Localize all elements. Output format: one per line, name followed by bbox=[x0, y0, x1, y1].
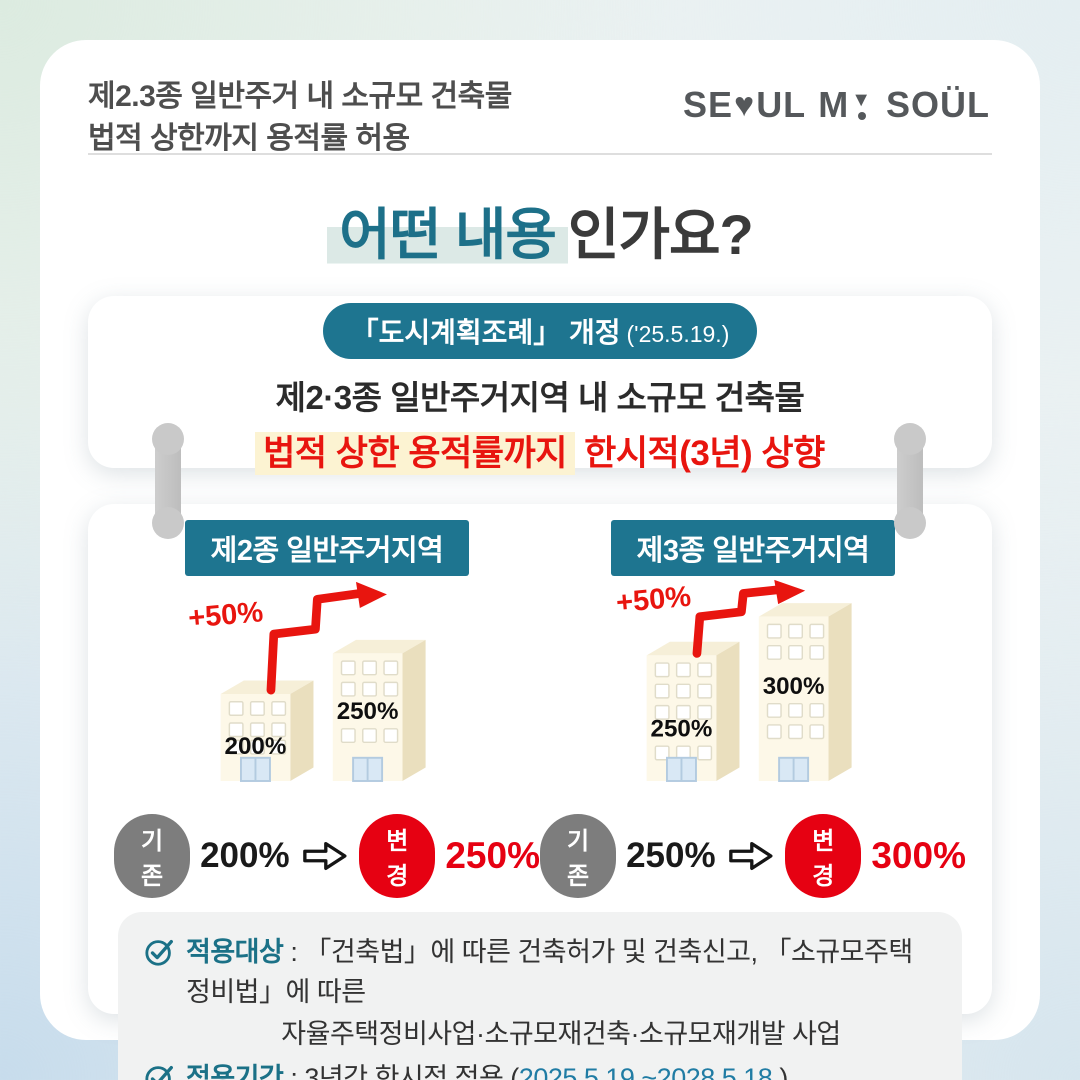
logo-text: SO bbox=[885, 84, 940, 125]
after-ratio-label: 300% bbox=[763, 673, 825, 700]
increase-arrow-icon bbox=[266, 581, 387, 695]
zone2-diagram: 200% 250% bbox=[114, 578, 540, 810]
zone3-label: 제3종 일반주거지역 bbox=[610, 520, 896, 576]
page-title: 어떤 내용 인가요? bbox=[40, 190, 1040, 271]
badge-date: ('25.5.19.) bbox=[626, 321, 730, 347]
before-ratio-label: 200% bbox=[225, 733, 287, 760]
info-title: 적용대상 bbox=[186, 937, 284, 967]
heart-icon: ♥ bbox=[734, 85, 756, 124]
badge-text: 「도시계획조례」 개정 bbox=[350, 317, 621, 348]
header-divider bbox=[88, 153, 992, 155]
summary-highlighted-phrase: 법적 상한 용적률까지 bbox=[255, 432, 575, 475]
arrow-right-icon bbox=[302, 841, 347, 871]
after-ratio-label: 250% bbox=[337, 698, 399, 725]
info-text: 「건축법」에 따른 건축허가 및 건축신고, 「소규모주택정비법」에 따른 bbox=[186, 937, 913, 1007]
before-badge: 기존 bbox=[540, 814, 617, 898]
increase-label: +50% bbox=[187, 596, 265, 634]
after-badge: 변경 bbox=[785, 814, 862, 898]
infographic-card: 제2.3종 일반주거 내 소규모 건축물 법적 상한까지 용적률 허용 SE ♥ U… bbox=[40, 40, 1040, 1080]
info-row-target: 적용대상 : 「건축법」에 따른 건축허가 및 건축신고, 「소규모주택정비법」… bbox=[144, 932, 936, 1054]
logo-text: SE bbox=[682, 84, 733, 125]
zone-panels: 제2종 일반주거지역 bbox=[88, 520, 992, 898]
summary-line-2-rest: 한시적(3년) 상향 bbox=[574, 434, 825, 473]
info-text: 3년간 한시적 적용 bbox=[304, 1063, 511, 1080]
info-row-period: 적용기간 : 3년간 한시적 적용 (2025.5.19.~2028.5.18.… bbox=[144, 1058, 936, 1080]
after-value: 300% bbox=[871, 835, 966, 876]
logo-text: L bbox=[967, 84, 990, 125]
title-highlighted-text: 어떤 내용 bbox=[327, 203, 568, 266]
before-value: 200% bbox=[200, 836, 290, 875]
period-dates: 2025.5.19.~2028.5.18 bbox=[518, 1063, 773, 1080]
header-line-1: 제2.3종 일반주거 내 소규모 건축물 bbox=[88, 80, 512, 113]
logo-text: UL bbox=[756, 84, 807, 125]
check-icon bbox=[145, 1066, 173, 1080]
logo-text: M bbox=[818, 84, 850, 125]
summary-line-2: 법적 상한 용적률까지 한시적(3년) 상향 bbox=[88, 425, 992, 476]
zone3-compare-row: 기존 250% 변경 300% bbox=[540, 814, 966, 898]
title-rest-text: 인가요? bbox=[567, 203, 754, 266]
after-value: 250% bbox=[445, 835, 540, 876]
building-after-illustration: 300% bbox=[758, 603, 852, 782]
summary-line-1: 제2·3종 일반주거지역 내 소규모 건축물 bbox=[275, 379, 805, 416]
seoul-my-soul-logo: SE ♥ UL M ▼ SO Ü L bbox=[683, 84, 990, 126]
zone2-label: 제2종 일반주거지역 bbox=[184, 520, 470, 576]
zone2-compare-row: 기존 200% 변경 250% bbox=[114, 814, 540, 898]
zone3-diagram: 250% 300% bbox=[540, 578, 966, 810]
zone3-panel: 제3종 일반주거지역 bbox=[540, 520, 966, 898]
building-before-illustration: 200% bbox=[220, 680, 314, 782]
info-text-line2: 자율주택정비사업·소규모재건축·소규모재개발 사업 bbox=[281, 1019, 841, 1049]
hinge-left bbox=[152, 423, 184, 539]
after-badge: 변경 bbox=[359, 814, 436, 898]
summary-card: 「도시계획조례」 개정 ('25.5.19.) 제2·3종 일반주거지역 내 소규… bbox=[88, 296, 992, 475]
check-icon bbox=[145, 940, 173, 966]
smile-u-glyph: Ü bbox=[940, 84, 967, 125]
zone2-buildings-illustration: 200% 250% bbox=[187, 581, 426, 782]
info-title: 적용기간 bbox=[186, 1063, 284, 1080]
zone3-buildings-illustration: 250% 300% bbox=[615, 579, 852, 782]
building-before-illustration: 250% bbox=[646, 641, 740, 782]
increase-arrow-icon bbox=[692, 579, 806, 658]
zone2-panel: 제2종 일반주거지역 bbox=[114, 520, 540, 898]
before-ratio-label: 250% bbox=[651, 716, 713, 743]
before-value: 250% bbox=[626, 836, 716, 875]
building-after-illustration: 250% bbox=[332, 639, 426, 782]
increase-label: +50% bbox=[615, 581, 693, 619]
exclamation-icon: ▼ bbox=[851, 90, 872, 120]
header-text: 제2.3종 일반주거 내 소규모 건축물 법적 상한까지 용적률 허용 bbox=[88, 76, 512, 160]
arrow-right-icon bbox=[728, 841, 773, 871]
ordinance-badge: 「도시계획조례」 개정 ('25.5.19.) bbox=[322, 303, 758, 359]
application-info-box: 적용대상 : 「건축법」에 따른 건축허가 및 건축신고, 「소규모주택정비법」… bbox=[118, 912, 962, 1080]
header-line-2: 법적 상한까지 용적률 허용 bbox=[88, 122, 410, 155]
comparison-card: 제2종 일반주거지역 bbox=[88, 504, 992, 1080]
before-badge: 기존 bbox=[114, 814, 191, 898]
hinge-right bbox=[894, 423, 926, 539]
